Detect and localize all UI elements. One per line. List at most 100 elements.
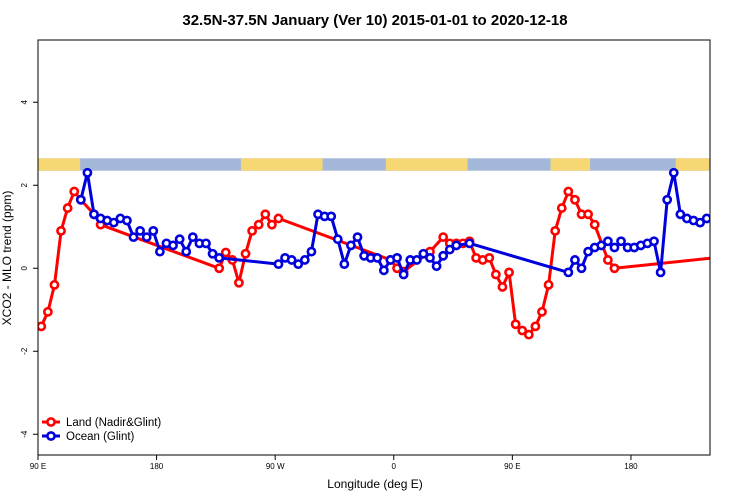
- data-point: [490, 269, 501, 280]
- data-point: [596, 240, 607, 251]
- data-point: [425, 252, 435, 263]
- data-point: [504, 267, 514, 278]
- data-point: [537, 306, 547, 317]
- data-point: [431, 261, 442, 272]
- data-point: [570, 255, 580, 265]
- data-point: [82, 167, 93, 178]
- data-point: [187, 232, 198, 243]
- data-point: [668, 167, 679, 178]
- data-point: [563, 186, 574, 197]
- data-point: [438, 250, 449, 261]
- data-point: [135, 225, 146, 236]
- data-point: [517, 325, 528, 336]
- y-tick-label: -4: [20, 430, 29, 438]
- data-point: [240, 248, 251, 259]
- data-point: [154, 246, 165, 257]
- data-point: [220, 247, 231, 258]
- chart-title: 32.5N-37.5N January (Ver 10) 2015-01-01 …: [182, 12, 567, 29]
- data-point: [602, 236, 613, 247]
- data-point: [207, 248, 218, 259]
- data-point: [69, 186, 80, 197]
- y-tick-label: 2: [20, 182, 29, 187]
- data-point: [649, 236, 659, 247]
- data-point: [253, 219, 264, 230]
- data-point: [609, 242, 620, 253]
- land-strip-segment: [385, 158, 468, 171]
- data-point: [372, 252, 383, 263]
- data-point: [695, 217, 706, 228]
- data-point: [273, 259, 284, 269]
- data-point: [655, 267, 666, 278]
- data-point: [576, 263, 587, 274]
- legend-entry: Land (Nadir&Glint): [66, 417, 161, 429]
- data-point: [260, 209, 271, 220]
- data-point: [214, 263, 225, 274]
- y-axis-label: XCO2 - MLO trend (ppm): [0, 191, 14, 326]
- data-point: [523, 329, 534, 340]
- x-tick-label: 180: [624, 462, 638, 471]
- data-point: [49, 279, 60, 290]
- data-point: [266, 219, 277, 230]
- data-point: [326, 211, 337, 222]
- legend-swatch-marker: [46, 417, 56, 427]
- data-point: [729, 252, 736, 259]
- data-point: [339, 259, 350, 269]
- data-point: [378, 265, 389, 276]
- land-strip-segment: [550, 158, 591, 171]
- data-point: [299, 255, 310, 265]
- data-point: [543, 279, 554, 290]
- data-point: [293, 259, 304, 269]
- data-point: [570, 194, 580, 205]
- data-point: [583, 246, 594, 257]
- plot-area: 90 E 180 90 W 0 90 E 180 -4 -2 0 2 4 Land (Nadir&Gl…: [20, 39, 736, 471]
- data-point: [675, 209, 686, 220]
- data-point: [273, 213, 284, 224]
- data-point: [662, 194, 673, 205]
- data-point: [332, 234, 343, 245]
- data-point: [602, 255, 613, 265]
- y-tick-label: 4: [20, 99, 29, 104]
- land-strip-segment: [38, 158, 81, 171]
- data-point: [484, 252, 495, 263]
- land-strip-segment: [675, 158, 710, 171]
- data-point: [122, 215, 132, 226]
- data-point: [616, 236, 626, 247]
- data-point: [56, 225, 66, 236]
- data-point: [214, 252, 225, 263]
- legend-swatch-marker: [46, 431, 56, 441]
- x-tick-label: 180: [150, 462, 164, 471]
- land-strip-segment: [240, 158, 323, 171]
- data-point: [609, 263, 620, 274]
- data-point: [556, 203, 567, 213]
- data-point: [181, 246, 192, 257]
- y-tick-label: 0: [20, 265, 29, 270]
- data-point: [418, 248, 429, 259]
- data-point: [497, 282, 508, 292]
- data-point: [589, 219, 600, 230]
- data-point: [306, 246, 317, 257]
- y-tick-label: -2: [20, 347, 29, 355]
- x-tick-label: 90 W: [266, 462, 285, 471]
- data-point: [234, 277, 244, 288]
- data-point: [550, 225, 561, 236]
- ocean-strip: [38, 158, 710, 171]
- x-axis-label: Longitude (deg E): [327, 477, 422, 491]
- data-point: [148, 225, 159, 236]
- data-point: [247, 225, 258, 236]
- x-tick-label: 0: [392, 462, 397, 471]
- data-point: [89, 209, 99, 220]
- data-point: [398, 269, 409, 280]
- data-point: [438, 232, 449, 243]
- data-point: [168, 240, 178, 251]
- data-point: [510, 319, 521, 330]
- x-tick-label: 90 E: [504, 462, 520, 471]
- data-point: [108, 217, 119, 228]
- data-point: [174, 234, 185, 245]
- data-point: [411, 255, 422, 265]
- data-point: [464, 238, 475, 249]
- data-point: [346, 240, 356, 251]
- data-point: [128, 232, 139, 243]
- data-point: [701, 213, 710, 224]
- data-point: [75, 194, 86, 205]
